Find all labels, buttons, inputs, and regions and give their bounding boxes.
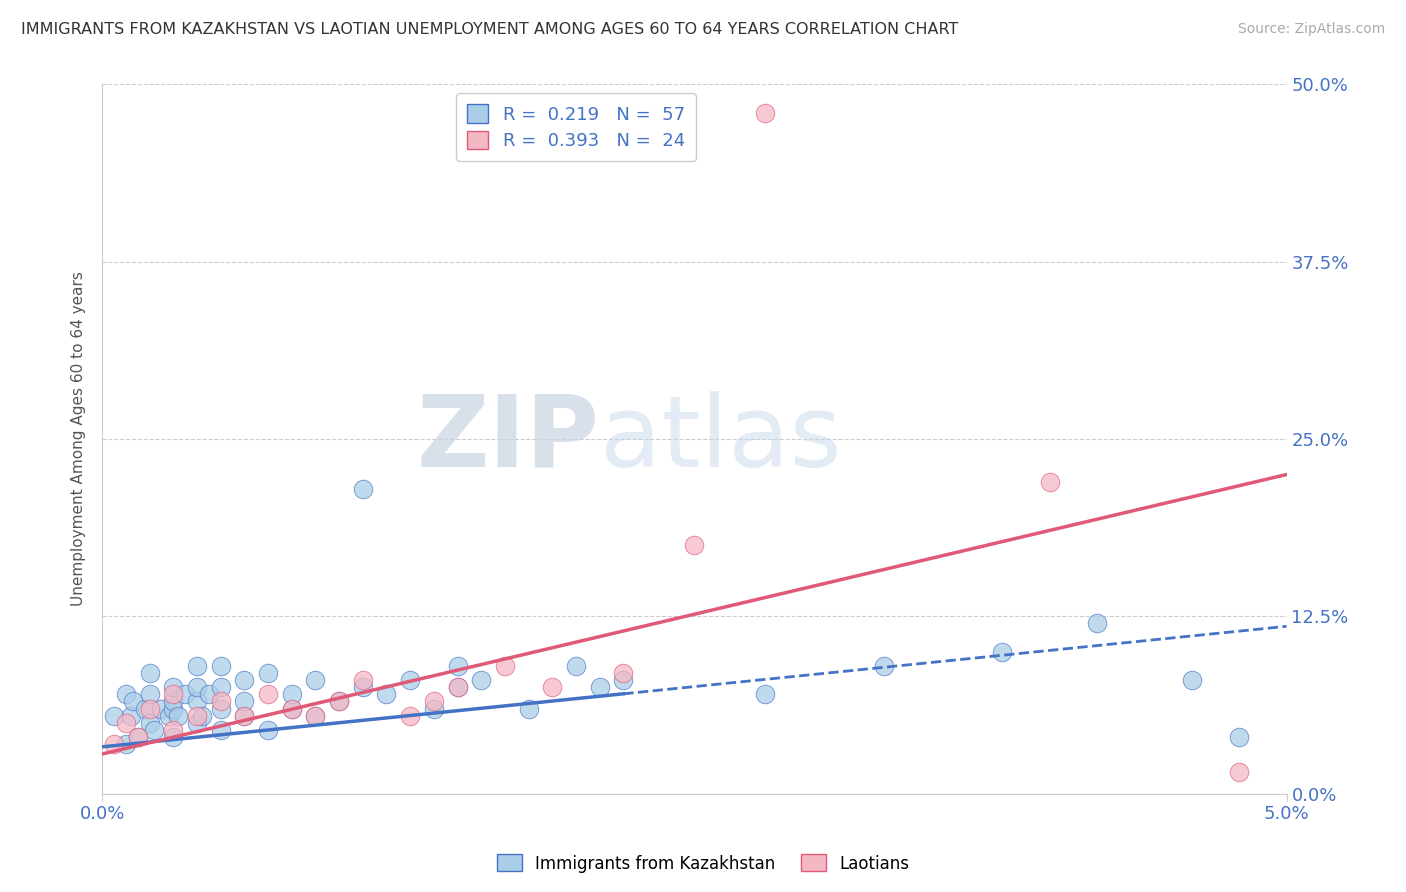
- Text: atlas: atlas: [599, 391, 841, 488]
- Point: [280, 687, 302, 701]
- Point: [328, 694, 350, 708]
- Point: [162, 723, 184, 737]
- Point: [127, 730, 149, 744]
- Point: [304, 673, 326, 688]
- Point: [280, 701, 302, 715]
- Point: [209, 681, 232, 695]
- Point: [588, 681, 610, 695]
- Point: [257, 666, 280, 681]
- Point: [257, 687, 280, 701]
- Point: [352, 681, 374, 695]
- Point: [186, 659, 208, 673]
- Point: [352, 482, 374, 496]
- Point: [120, 708, 142, 723]
- Point: [209, 723, 232, 737]
- Point: [233, 708, 256, 723]
- Point: [186, 715, 208, 730]
- Point: [1181, 673, 1204, 688]
- Point: [565, 659, 588, 673]
- Point: [122, 694, 145, 708]
- Point: [150, 701, 173, 715]
- Point: [446, 681, 468, 695]
- Point: [162, 730, 184, 744]
- Legend: R =  0.219   N =  57, R =  0.393   N =  24: R = 0.219 N = 57, R = 0.393 N = 24: [456, 94, 696, 161]
- Point: [198, 687, 221, 701]
- Point: [352, 673, 374, 688]
- Point: [134, 701, 156, 715]
- Point: [494, 659, 516, 673]
- Point: [1039, 475, 1062, 489]
- Point: [115, 687, 138, 701]
- Point: [138, 666, 160, 681]
- Point: [328, 694, 350, 708]
- Point: [162, 681, 184, 695]
- Point: [138, 701, 160, 715]
- Point: [143, 723, 166, 737]
- Point: [174, 687, 197, 701]
- Point: [115, 715, 138, 730]
- Point: [209, 694, 232, 708]
- Point: [162, 694, 184, 708]
- Point: [138, 687, 160, 701]
- Point: [233, 694, 256, 708]
- Point: [423, 701, 446, 715]
- Point: [873, 659, 896, 673]
- Point: [233, 708, 256, 723]
- Point: [233, 673, 256, 688]
- Text: ZIP: ZIP: [416, 391, 599, 488]
- Point: [186, 694, 208, 708]
- Point: [186, 681, 208, 695]
- Point: [190, 708, 212, 723]
- Point: [280, 701, 302, 715]
- Point: [612, 673, 634, 688]
- Point: [167, 708, 190, 723]
- Point: [186, 708, 208, 723]
- Point: [257, 723, 280, 737]
- Point: [612, 666, 634, 681]
- Point: [1227, 765, 1250, 780]
- Point: [162, 701, 184, 715]
- Point: [399, 673, 422, 688]
- Point: [304, 708, 326, 723]
- Point: [375, 687, 398, 701]
- Point: [991, 645, 1014, 659]
- Point: [103, 708, 125, 723]
- Point: [209, 659, 232, 673]
- Point: [754, 105, 776, 120]
- Point: [127, 730, 149, 744]
- Point: [162, 687, 184, 701]
- Point: [754, 687, 776, 701]
- Point: [115, 737, 138, 751]
- Point: [138, 715, 160, 730]
- Legend: Immigrants from Kazakhstan, Laotians: Immigrants from Kazakhstan, Laotians: [491, 847, 915, 880]
- Point: [399, 708, 422, 723]
- Point: [1227, 730, 1250, 744]
- Point: [1085, 616, 1108, 631]
- Point: [157, 708, 180, 723]
- Point: [209, 701, 232, 715]
- Y-axis label: Unemployment Among Ages 60 to 64 years: Unemployment Among Ages 60 to 64 years: [72, 272, 86, 607]
- Text: IMMIGRANTS FROM KAZAKHSTAN VS LAOTIAN UNEMPLOYMENT AMONG AGES 60 TO 64 YEARS COR: IMMIGRANTS FROM KAZAKHSTAN VS LAOTIAN UN…: [21, 22, 959, 37]
- Point: [103, 737, 125, 751]
- Point: [423, 694, 446, 708]
- Point: [446, 681, 468, 695]
- Point: [304, 708, 326, 723]
- Text: Source: ZipAtlas.com: Source: ZipAtlas.com: [1237, 22, 1385, 37]
- Point: [517, 701, 540, 715]
- Point: [470, 673, 492, 688]
- Point: [446, 659, 468, 673]
- Point: [683, 538, 706, 552]
- Point: [541, 681, 564, 695]
